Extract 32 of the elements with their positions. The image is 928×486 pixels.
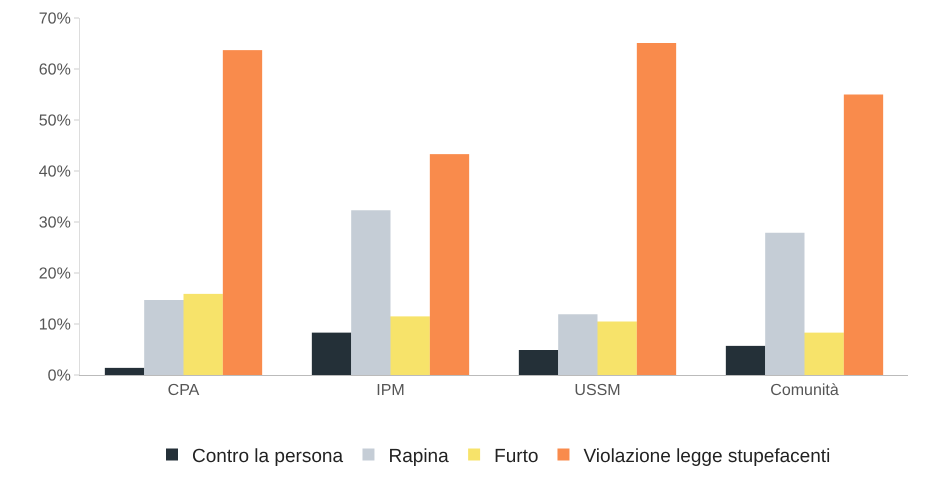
bar bbox=[104, 368, 144, 375]
bar bbox=[430, 154, 470, 375]
y-tick-label: 20% bbox=[38, 266, 71, 283]
bar bbox=[844, 94, 884, 375]
bar bbox=[312, 332, 352, 375]
bar bbox=[765, 232, 804, 375]
x-tick-label: IPM bbox=[376, 382, 405, 400]
y-tick-label: 0% bbox=[48, 368, 71, 385]
bar bbox=[144, 300, 184, 375]
bar bbox=[184, 294, 223, 375]
y-tick-label: 10% bbox=[38, 316, 71, 334]
bar bbox=[518, 350, 558, 375]
legend-label: Furto bbox=[494, 446, 538, 467]
y-tick-label: 40% bbox=[38, 164, 71, 181]
x-tick-label: USSM bbox=[574, 382, 621, 400]
x-tick-label: Comunità bbox=[770, 382, 839, 400]
legend-label: Rapina bbox=[388, 446, 450, 467]
bar bbox=[804, 332, 844, 375]
y-tick-label: 30% bbox=[38, 214, 71, 232]
bar bbox=[351, 210, 390, 375]
bar bbox=[222, 50, 262, 375]
y-tick-label: 50% bbox=[38, 112, 71, 130]
x-tick-label: CPA bbox=[168, 382, 200, 400]
bar bbox=[636, 42, 676, 375]
y-tick-label: 60% bbox=[38, 62, 71, 79]
y-tick-label: 70% bbox=[38, 10, 71, 28]
bar bbox=[598, 321, 637, 375]
legend-label: Contro la persona bbox=[192, 446, 344, 467]
bar bbox=[390, 316, 430, 375]
bar bbox=[726, 346, 766, 375]
legend-label: Violazione legge stupefacenti bbox=[583, 446, 830, 467]
bar bbox=[558, 314, 598, 375]
